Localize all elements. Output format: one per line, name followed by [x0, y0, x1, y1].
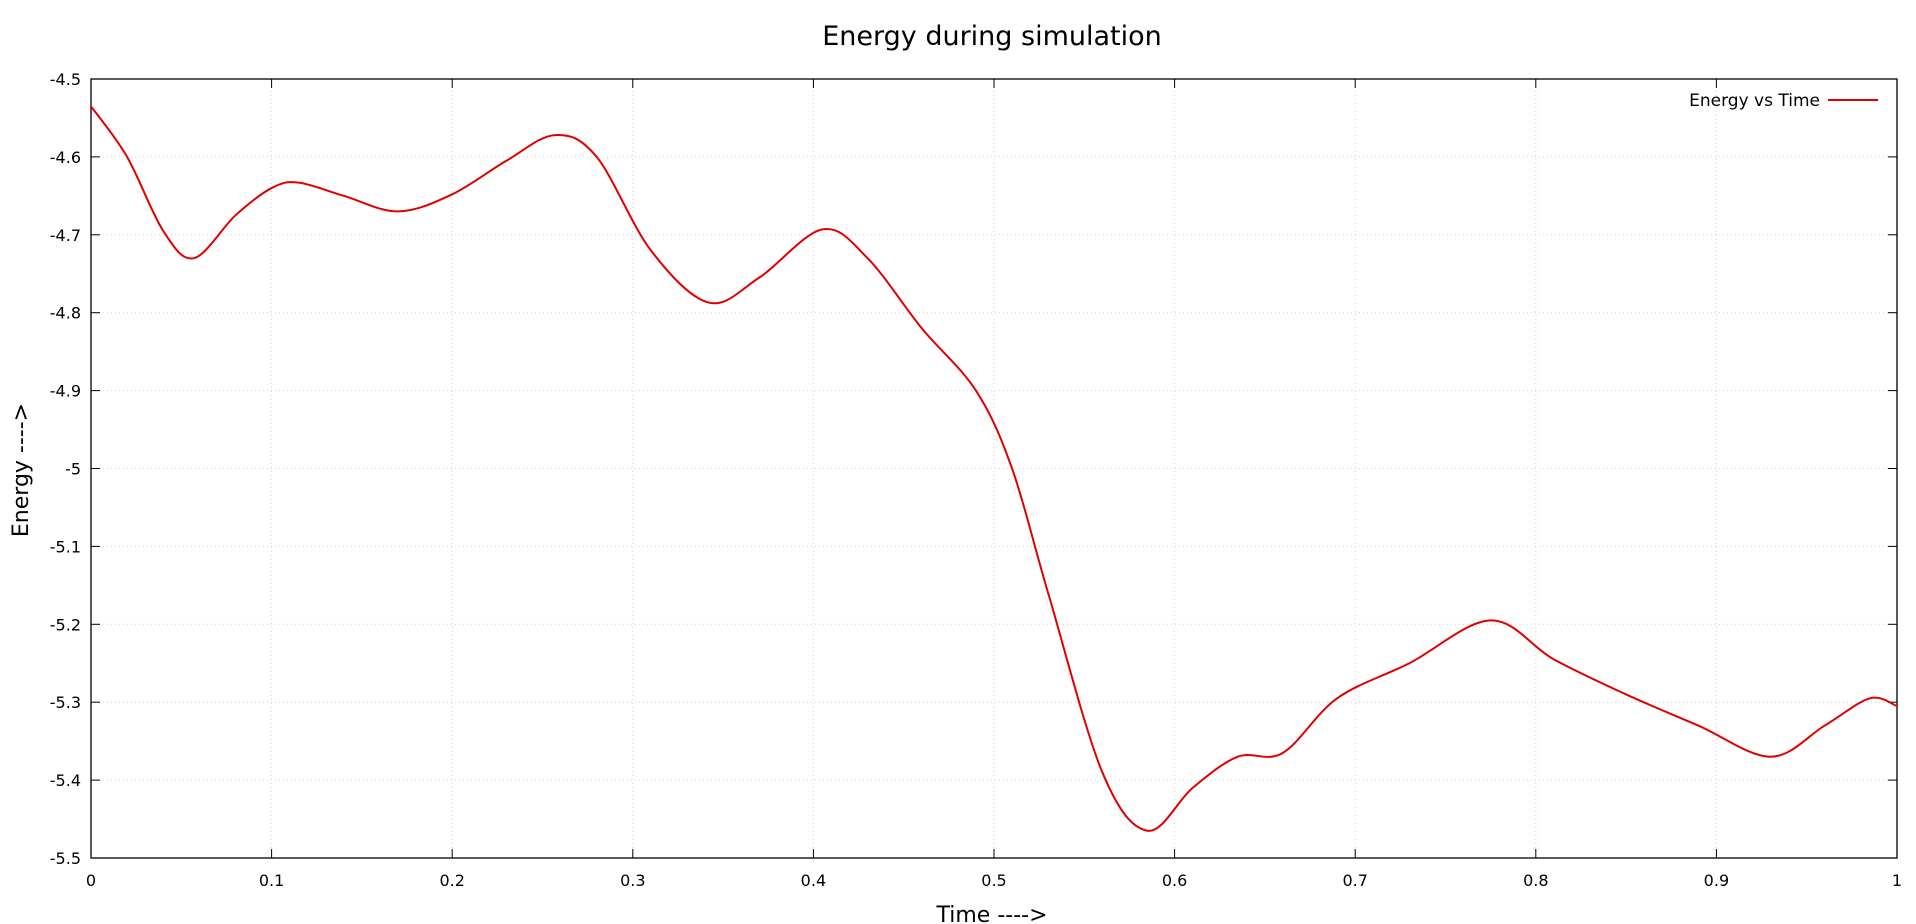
x-tick-label: 0.5 [981, 871, 1006, 890]
x-tick-label: 0.1 [259, 871, 284, 890]
axis-ticks [90, 78, 1898, 859]
y-tick-label: -5.2 [50, 615, 81, 634]
y-tick-label: -5 [65, 460, 81, 479]
y-tick-label: -5.5 [50, 849, 81, 868]
y-tick-label: -5.3 [50, 693, 81, 712]
legend: Energy vs Time [1689, 91, 1878, 111]
x-tick-label: 0.9 [1704, 871, 1729, 890]
grid-lines [91, 79, 1897, 858]
y-axis-label: Energy ----> [9, 403, 34, 537]
x-tick-label: 0.7 [1342, 871, 1367, 890]
x-tick-label: 0.6 [1162, 871, 1187, 890]
y-tick-label: -5.4 [50, 771, 81, 790]
x-tick-label: 0.8 [1523, 871, 1548, 890]
x-tick-label: 0.2 [439, 871, 464, 890]
x-tick-label: 0 [86, 871, 96, 890]
x-tick-label: 0.4 [801, 871, 826, 890]
y-tick-label: -4.8 [50, 304, 81, 323]
y-tick-label: -4.5 [50, 70, 81, 89]
y-axis-tick-labels: -4.5 -4.6 -4.7 -4.8 -4.9 -5 -5.1 -5.2 -5.3 -5.4 -5… [50, 70, 81, 868]
chart-title: Energy during simulation [822, 21, 1162, 52]
x-tick-label: 0.3 [620, 871, 645, 890]
series-layer [90, 105, 1898, 832]
y-tick-label: -4.6 [50, 148, 81, 167]
x-axis-tick-labels: 0 0.1 0.2 0.3 0.4 0.5 0.6 0.7 0.8 0.9 1 [86, 871, 1902, 890]
y-tick-label: -5.1 [50, 537, 81, 556]
x-axis-label: Time ----> [935, 903, 1047, 924]
x-tick-label: 1 [1892, 871, 1902, 890]
series-line-energy-vs-time [90, 105, 1898, 832]
legend-label: Energy vs Time [1689, 91, 1820, 111]
y-tick-label: -4.9 [50, 382, 81, 401]
y-tick-label: -4.7 [50, 226, 81, 245]
